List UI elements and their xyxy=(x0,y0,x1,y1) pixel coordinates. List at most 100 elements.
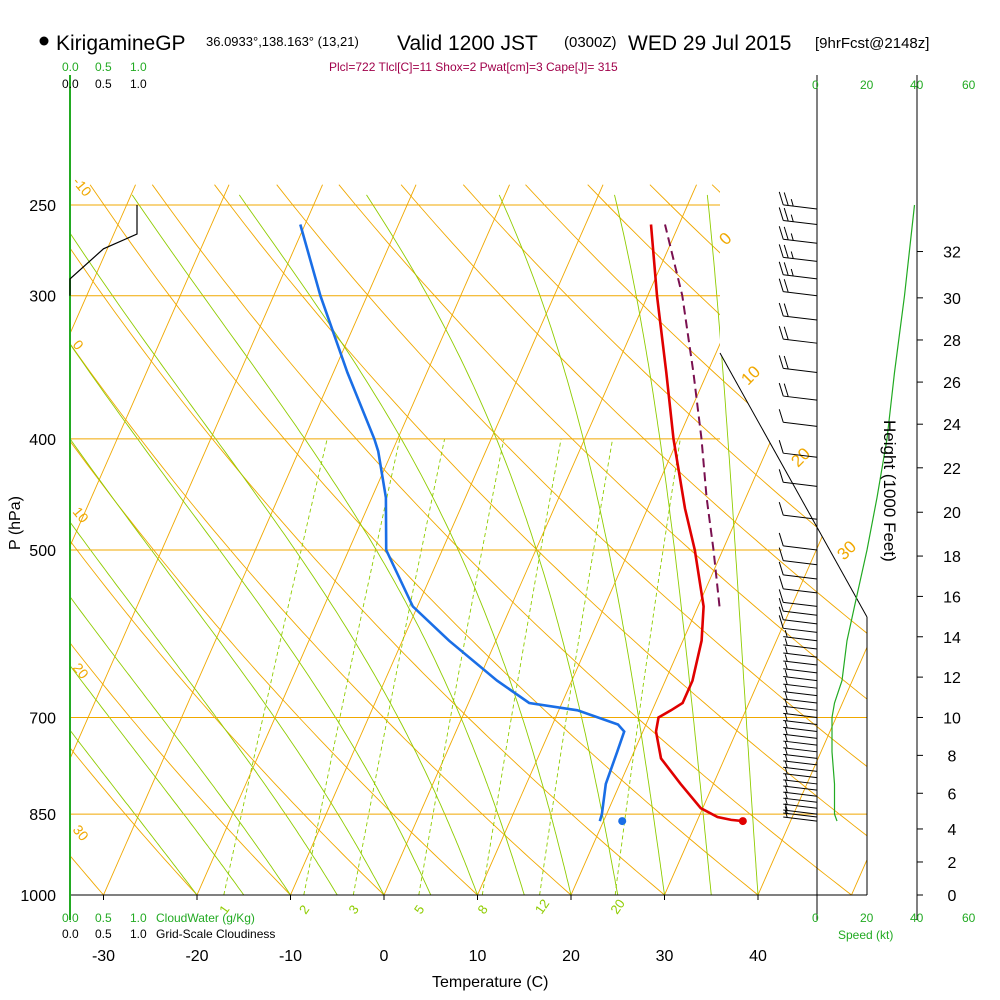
wind-barb xyxy=(778,575,818,594)
moist-adiabat xyxy=(366,194,619,895)
stability-indices: Plcl=722 Tlcl[C]=11 Shox=2 Pwat[cm]=3 Ca… xyxy=(329,60,618,74)
isotherm xyxy=(70,184,136,895)
wind-barb xyxy=(783,791,818,803)
wind-barb xyxy=(783,684,818,697)
wind-barb xyxy=(783,669,818,682)
wind-barb xyxy=(783,706,818,718)
wind-barb xyxy=(783,692,818,704)
wind-barb xyxy=(778,589,818,607)
mixing-ratio-line xyxy=(223,438,328,895)
temperature-tick-label: -30 xyxy=(92,948,115,965)
moist-adiabat xyxy=(70,194,432,895)
mixing-ratio-line xyxy=(614,438,681,895)
dry-adiabat-label: 30 xyxy=(70,822,92,844)
dry-adiabat xyxy=(70,184,315,895)
wind-barb xyxy=(783,654,818,666)
dry-adiabat xyxy=(961,185,1000,920)
isotherm xyxy=(92,184,417,895)
moist-adiabat xyxy=(238,194,572,895)
mixing-ratio-lines xyxy=(223,438,681,895)
dry-adiabat xyxy=(70,184,505,895)
wind-barb xyxy=(783,810,818,822)
wind-barb xyxy=(778,440,818,458)
dry-adiabat xyxy=(70,184,600,895)
dry-adiabat xyxy=(214,184,867,895)
height-tick-label: 14 xyxy=(943,630,961,647)
moist-adiabat xyxy=(70,194,385,895)
cloudwater-axis-bottom: 0.0 0.5 1.0 CloudWater (g/Kg) xyxy=(62,911,255,925)
isotherm xyxy=(279,184,604,895)
profile-curves xyxy=(69,204,916,826)
height-tick-label: 4 xyxy=(948,822,957,839)
speed-tick: 40 xyxy=(910,78,924,92)
height-tick-label: 22 xyxy=(943,461,961,478)
temperature-tick-label: 20 xyxy=(562,948,580,965)
pressure-tick-label: 850 xyxy=(29,807,56,824)
wind-barb xyxy=(778,547,818,566)
dry-adiabat xyxy=(89,184,789,895)
isotherm xyxy=(372,184,697,895)
dry-adiabat-label: 10 xyxy=(737,362,764,389)
dry-adiabat xyxy=(70,184,220,895)
plot-frame xyxy=(69,75,918,920)
wind-barb xyxy=(783,727,818,739)
zulu-time: (0300Z) xyxy=(564,34,617,51)
speed-tick: 0 xyxy=(812,911,819,925)
cloud-tick: 1.0 xyxy=(130,911,147,925)
pressure-tick-label: 250 xyxy=(29,198,56,215)
height-tick-label: 30 xyxy=(943,291,961,308)
height-tick-label: 2 xyxy=(948,855,957,872)
cloudiness-tick: 1.0 xyxy=(130,927,147,941)
pressure-tick-label: 300 xyxy=(29,289,56,306)
dry-adiabat xyxy=(151,184,867,895)
wind-barb xyxy=(783,677,818,689)
wind-barb xyxy=(778,355,818,373)
wind-barb xyxy=(778,409,818,427)
dry-adiabat xyxy=(462,184,867,895)
moist-adiabat xyxy=(498,194,665,895)
height-tick-label: 12 xyxy=(943,670,961,687)
dry-adiabat xyxy=(525,184,867,895)
temperature-tick-label: -10 xyxy=(279,948,302,965)
wind-barb xyxy=(783,779,818,791)
mixing-ratio-label: 20 xyxy=(607,896,628,916)
pressure-tick-label: 700 xyxy=(29,710,56,727)
wind-barb xyxy=(778,278,818,297)
dry-adiabat xyxy=(836,184,867,895)
height-tick-label: 32 xyxy=(943,245,961,262)
dry-adiabat-label: 30 xyxy=(833,537,860,564)
isotherm xyxy=(466,184,791,895)
cloudiness-axis-bottom: 0.0 0.5 1.0 Grid-Scale Cloudiness xyxy=(62,927,275,941)
temperature-tick-label: 40 xyxy=(749,948,767,965)
cloudiness-tick: 0.0 xyxy=(62,927,79,941)
dewpoint-profile xyxy=(299,224,626,822)
wind-barb xyxy=(778,325,818,344)
speed-axis-bottom: 0 20 40 60 Speed (kt) xyxy=(812,911,976,942)
isotherm xyxy=(70,184,323,895)
forecast-run: [9hrFcst@2148z] xyxy=(815,35,929,52)
pressure-tick-label: 400 xyxy=(29,432,56,449)
cloudiness-tick: 1.0 xyxy=(130,77,147,91)
mixing-ratio-label: 8 xyxy=(474,902,490,917)
moist-adiabat-lines xyxy=(70,194,759,895)
cloudiness-profile xyxy=(69,205,138,296)
valid-time: Valid 1200 JST xyxy=(397,32,538,55)
forecast-date: WED 29 Jul 2015 xyxy=(628,32,791,55)
y-axis-title: P (hPa) xyxy=(7,496,24,550)
dry-adiabat xyxy=(400,184,867,895)
cloudiness-tick: 0.5 xyxy=(95,77,112,91)
height-tick-label: 26 xyxy=(943,375,961,392)
speed-label: Speed (kt) xyxy=(838,928,893,942)
wind-barb xyxy=(778,191,818,210)
wind-barb xyxy=(783,747,818,759)
wind-barb xyxy=(778,207,818,226)
height-tick-label: 10 xyxy=(943,710,961,727)
speed-tick: 60 xyxy=(962,78,976,92)
wind-barb xyxy=(783,713,818,726)
wind-barb xyxy=(778,597,818,616)
moist-adiabat xyxy=(70,194,198,895)
moist-adiabat xyxy=(131,194,525,895)
height-tick-label: 6 xyxy=(948,786,957,803)
temperature-tick-label: -20 xyxy=(185,948,208,965)
